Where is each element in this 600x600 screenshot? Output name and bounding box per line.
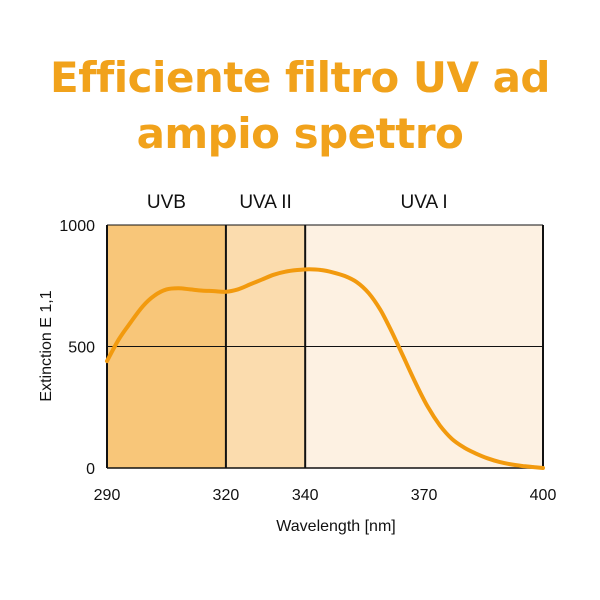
x-tick-400: 400 [530,487,557,504]
x-axis-label: Wavelength [nm] [276,518,395,535]
page-title: Efficiente filtro UV ad ampio spettro [0,50,600,162]
region-label-uvb: UVB [147,192,186,213]
x-tick-290: 290 [94,487,121,504]
region-labels: UVB UVA II UVA I [147,192,448,213]
region-dividers [106,225,544,468]
title-line-2: ampio spettro [136,109,464,158]
region-label-uva-ii: UVA II [239,192,291,213]
gridlines [107,224,543,469]
region-label-uva-i: UVA I [401,192,448,213]
title-line-1: Efficiente filtro UV ad [50,53,550,102]
x-tick-320: 320 [213,487,240,504]
y-tick-labels: 0 500 1000 [59,218,95,478]
y-axis-label: Extinction E 1,1 [38,290,55,401]
y-tick-500: 500 [68,340,95,357]
extinction-curve [105,267,545,470]
x-tick-370: 370 [411,487,438,504]
y-tick-1000: 1000 [59,218,95,235]
curve-layer [105,267,545,470]
y-tick-0: 0 [86,461,95,478]
x-tick-340: 340 [292,487,319,504]
x-tick-labels: 290 320 340 370 400 [94,487,557,504]
